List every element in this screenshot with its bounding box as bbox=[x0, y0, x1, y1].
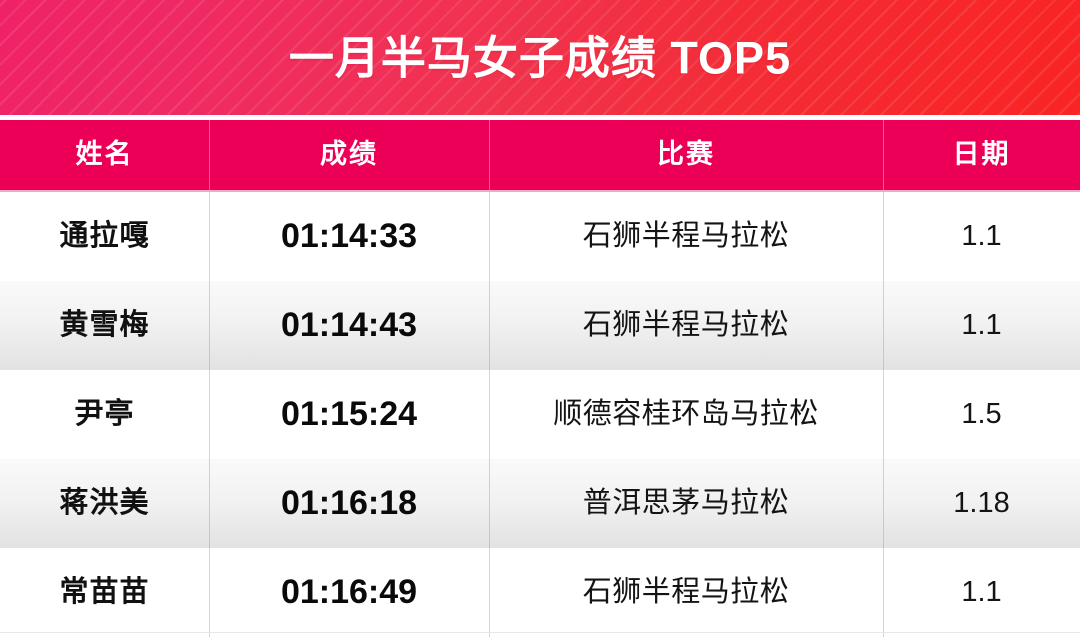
poster-banner: 一月半马女子成绩 TOP5 bbox=[0, 0, 1080, 115]
cell-name: 尹亭 bbox=[74, 397, 135, 430]
cell-race: 石狮半程马拉松 bbox=[489, 281, 883, 370]
table-row: 常苗苗 01:16:49 石狮半程马拉松 1.1 bbox=[0, 548, 1080, 637]
cell-name: 蒋洪美 bbox=[59, 486, 150, 519]
cell-date: 1.1 bbox=[883, 281, 1080, 370]
header-underline bbox=[0, 190, 1080, 192]
cell-name: 黄雪梅 bbox=[59, 308, 150, 341]
cell-name: 通拉嘎 bbox=[59, 219, 150, 252]
table-row: 蒋洪美 01:16:18 普洱思茅马拉松 1.18 bbox=[0, 459, 1080, 548]
table-row: 尹亭 01:15:24 顺德容桂环岛马拉松 1.5 bbox=[0, 370, 1080, 459]
cell-time: 01:16:49 bbox=[209, 548, 489, 637]
cell-date: 1.1 bbox=[883, 192, 1080, 281]
cell-race: 石狮半程马拉松 bbox=[489, 192, 883, 281]
bottom-rule bbox=[0, 632, 1080, 633]
column-header-date: 日期 bbox=[883, 120, 1080, 190]
cell-time: 01:15:24 bbox=[209, 370, 489, 459]
column-header-name: 姓名 bbox=[75, 139, 134, 170]
cell-race: 普洱思茅马拉松 bbox=[489, 459, 883, 548]
cell-time: 01:14:33 bbox=[209, 192, 489, 281]
cell-date: 1.18 bbox=[883, 459, 1080, 548]
cell-race: 石狮半程马拉松 bbox=[489, 548, 883, 637]
column-header-race: 比赛 bbox=[489, 120, 883, 190]
poster-title: 一月半马女子成绩 TOP5 bbox=[288, 32, 792, 83]
cell-time: 01:16:18 bbox=[209, 459, 489, 548]
table-row: 通拉嘎 01:14:33 石狮半程马拉松 1.1 bbox=[0, 192, 1080, 281]
cell-race: 顺德容桂环岛马拉松 bbox=[489, 370, 883, 459]
cell-date: 1.1 bbox=[883, 548, 1080, 637]
column-header-time: 成绩 bbox=[209, 120, 489, 190]
table-header-row: 姓名 成绩 比赛 日期 bbox=[0, 120, 1080, 190]
table-row: 黄雪梅 01:14:43 石狮半程马拉松 1.1 bbox=[0, 281, 1080, 370]
cell-name: 常苗苗 bbox=[59, 575, 150, 608]
cell-time: 01:14:43 bbox=[209, 281, 489, 370]
banner-gap bbox=[0, 115, 1080, 120]
results-table: 姓名 成绩 比赛 日期 通拉嘎 01:14:33 石狮半程马拉松 1.1 黄雪梅… bbox=[0, 120, 1080, 637]
cell-date: 1.5 bbox=[883, 370, 1080, 459]
